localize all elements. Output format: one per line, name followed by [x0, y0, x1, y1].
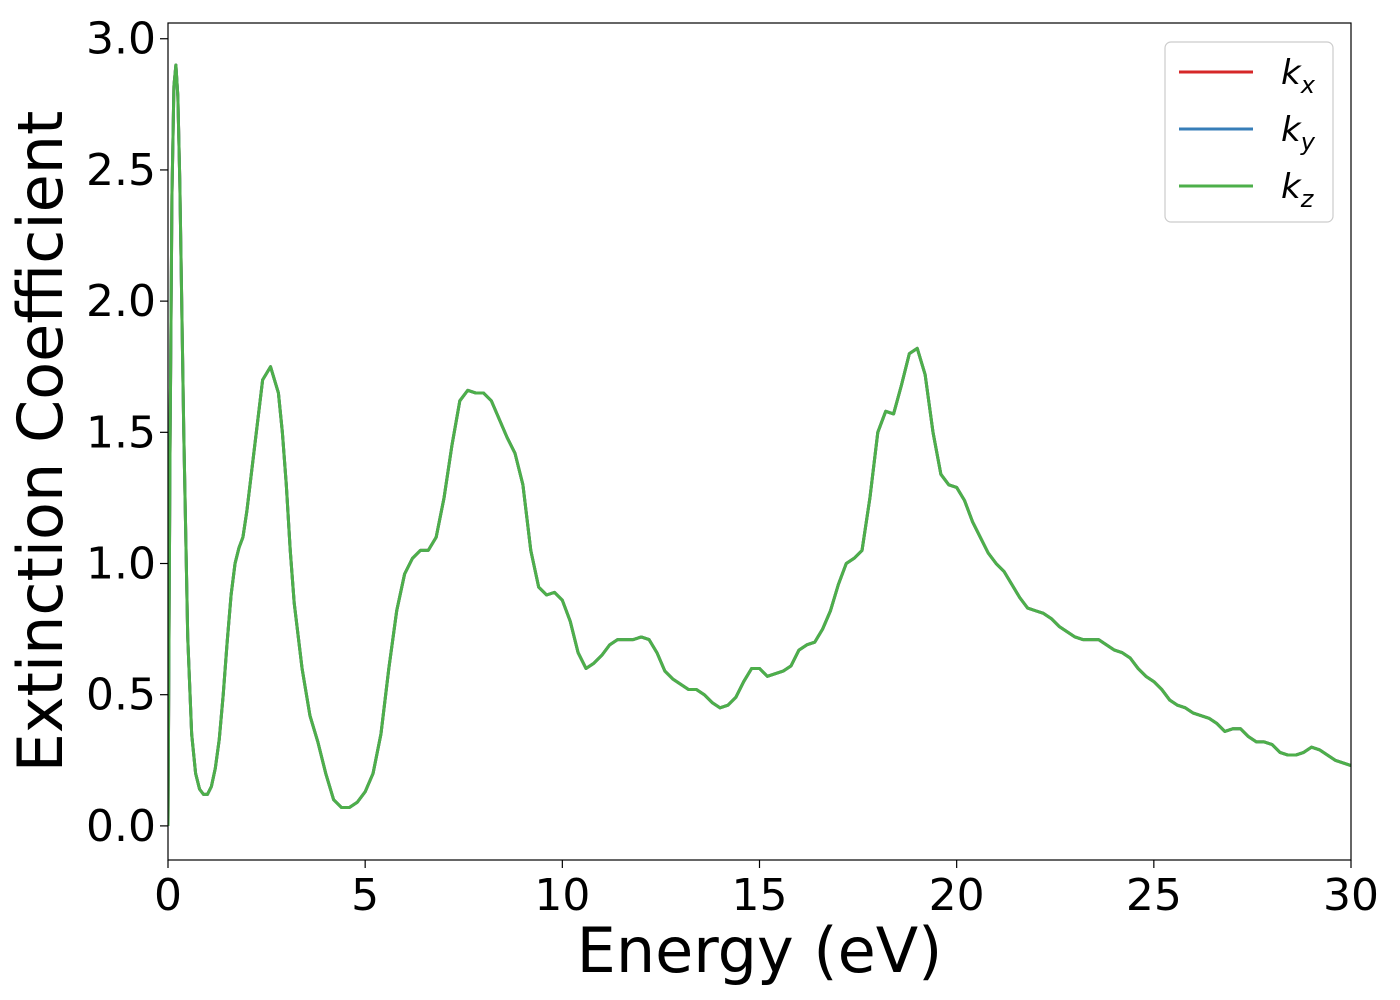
y-tick-label: 0.0 [86, 801, 156, 852]
y-tick-label: 2.0 [86, 276, 156, 327]
x-tick-label: 25 [1126, 870, 1182, 921]
legend-label-base: k [1281, 110, 1302, 150]
legend-label-base: k [1281, 53, 1302, 93]
series-layer [168, 63, 1351, 826]
x-tick-label: 30 [1323, 870, 1379, 921]
series-line-kz [168, 63, 1351, 826]
y-tick-label: 1.0 [86, 539, 156, 590]
y-tick-label: 1.5 [86, 407, 156, 458]
legend-label-kz: kz [1281, 167, 1315, 213]
x-tick-label: 0 [154, 870, 182, 921]
legend-label-subscript: x [1300, 71, 1316, 99]
y-axis-title: Extinction Coefficient [4, 111, 77, 773]
legend-box [1164, 41, 1334, 223]
y-axis: 0.0 0.5 1.0 1.5 2.0 2.5 3.0 [86, 14, 168, 852]
x-tick-label: 5 [351, 870, 379, 921]
legend-label-kx: kx [1281, 53, 1316, 99]
legend-label-ky: ky [1281, 110, 1316, 156]
x-tick-label: 15 [732, 870, 788, 921]
y-tick-label: 3.0 [86, 14, 156, 65]
y-tick-label: 2.5 [86, 145, 156, 196]
x-tick-label: 10 [534, 870, 590, 921]
y-tick-label: 0.5 [86, 670, 156, 721]
x-tick-label: 20 [929, 870, 985, 921]
legend-label-base: k [1281, 167, 1302, 207]
x-axis-title: Energy (eV) [577, 914, 943, 987]
x-axis: 0 5 10 15 20 25 30 [154, 860, 1379, 921]
legend-label-subscript: y [1300, 128, 1316, 156]
legend-label-subscript: z [1300, 185, 1315, 213]
